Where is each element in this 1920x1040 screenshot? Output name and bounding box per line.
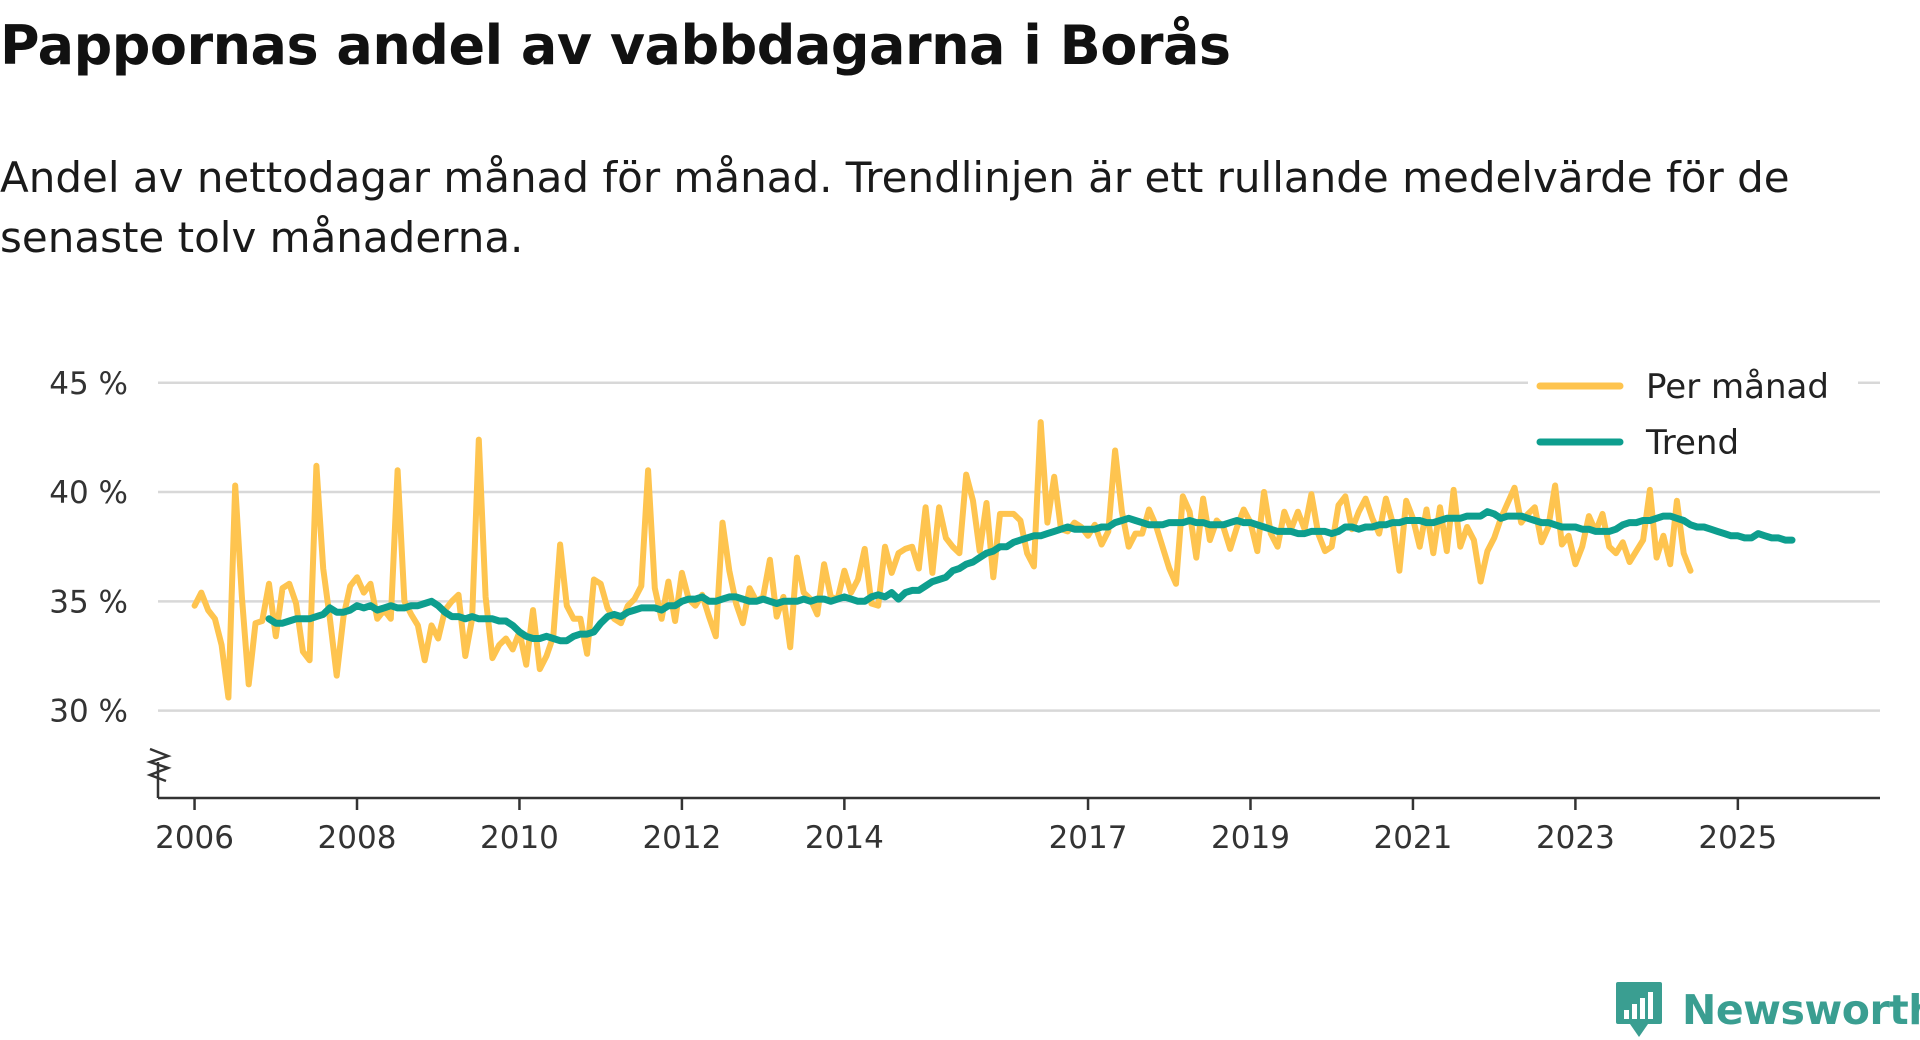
y-axis: 30 % 35 % 40 % 45 % [49,366,128,730]
newsworthy-logo-icon [1616,982,1662,1037]
plot-area [191,419,1796,701]
brand-name: Newsworthy [1682,986,1920,1034]
x-axis: 2006 2008 2010 2012 2014 2017 2019 2021 2023 2025 [146,747,1880,856]
x-tick-label: 2008 [318,820,397,856]
series-line-trend [265,508,1796,645]
y-tick-label: 40 % [49,475,128,511]
legend-background [1528,356,1858,466]
chart-title: Pappornas andel av vabbdagarna i Borås [0,14,1231,77]
x-tick-label: 2014 [805,820,884,856]
chart-subtitle: Andel av nettodagar månad för månad. Tre… [0,153,1790,262]
x-tick-label: 2025 [1698,820,1777,856]
x-tick-label: 2010 [480,820,559,856]
line-chart: 30 % 35 % 40 % 45 % 2006 2008 2010 2012 2014 201… [49,356,1880,856]
series-line-per-manad [191,419,1694,701]
y-tick-label: 45 % [49,366,128,402]
x-tick-label: 2023 [1536,820,1615,856]
brand-logo: Newsworthy [1614,980,1920,1040]
legend-label-per-manad: Per månad [1646,367,1829,407]
legend: Per månad Trend [1528,356,1858,466]
axis-break-icon [146,747,172,783]
legend-label-trend: Trend [1645,423,1739,463]
x-tick-label: 2012 [642,820,721,856]
x-tick-label: 2019 [1211,820,1290,856]
y-tick-label: 30 % [49,694,128,730]
x-tick-label: 2017 [1049,820,1128,856]
x-tick-label: 2006 [155,820,234,856]
x-tick-label: 2021 [1373,820,1452,856]
y-tick-label: 35 % [49,584,128,620]
